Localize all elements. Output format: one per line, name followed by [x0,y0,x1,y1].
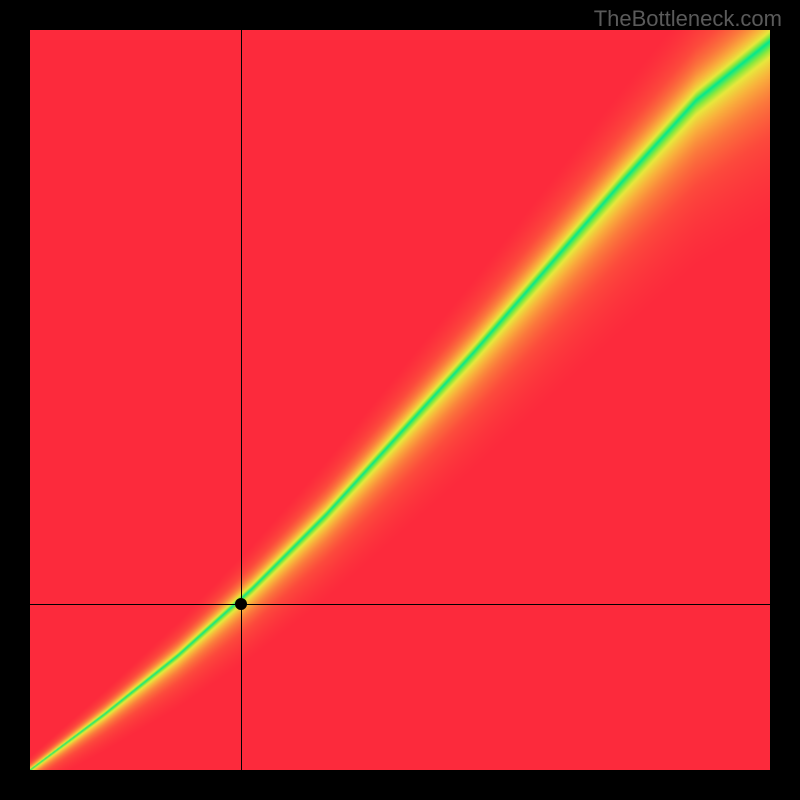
heatmap-canvas [30,30,770,770]
bottleneck-marker [235,598,247,610]
watermark-text: TheBottleneck.com [594,6,782,32]
crosshair-horizontal [30,604,770,605]
heatmap-chart [30,30,770,770]
crosshair-vertical [241,30,242,770]
